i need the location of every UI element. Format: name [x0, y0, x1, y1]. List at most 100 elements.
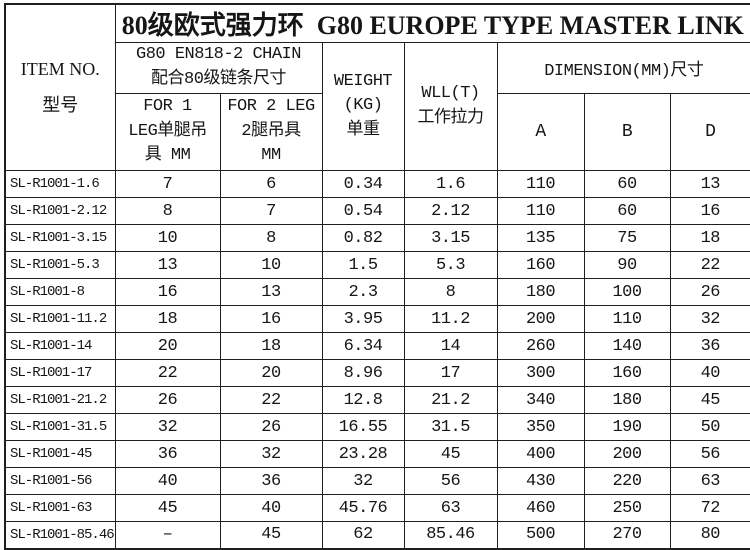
weight-header-cn: 单重 [346, 120, 381, 140]
value-cell: 32 [114, 413, 221, 441]
wll-header: WLL(T) 工作拉力 [403, 42, 498, 171]
wll-header-en: WLL(T) [421, 83, 480, 103]
value-cell: 22 [669, 251, 750, 279]
value-cell: 400 [496, 440, 585, 468]
value-cell: 56 [669, 440, 750, 468]
value-cell: 16 [669, 197, 750, 225]
item-no-cell: SL-R1001-17 [4, 359, 116, 387]
value-cell: 135 [496, 224, 585, 252]
value-cell: 1.5 [321, 251, 405, 279]
title-row: ITEM NO. 型号 80级欧式强力环 G80 EUROPE TYPE MAS… [4, 3, 750, 171]
for-2-leg-line2: 2腿吊具 [241, 121, 301, 141]
for-2-leg-line1: FOR 2 LEG [227, 97, 315, 117]
value-cell: 350 [496, 413, 585, 441]
value-cell: 190 [583, 413, 671, 441]
value-cell: 180 [583, 386, 671, 414]
item-no-cell: SL-R1001-85.46 [4, 521, 116, 549]
value-cell: 6.34 [321, 332, 405, 360]
value-cell: 8.96 [321, 359, 405, 387]
for-1-leg-line1: FOR 1 [143, 97, 192, 117]
value-cell: 63 [403, 494, 498, 522]
value-cell: 10 [219, 251, 323, 279]
value-cell: – [114, 521, 221, 549]
value-cell: 16.55 [321, 413, 405, 441]
value-cell: 7 [114, 170, 221, 198]
value-cell: 36 [219, 467, 323, 495]
table-row: SL-R1001-5.3 13 10 1.5 5.3 160 90 22 [4, 251, 750, 279]
value-cell: 36 [114, 440, 221, 468]
value-cell: 26 [114, 386, 221, 414]
dim-a-header: A [496, 93, 585, 171]
value-cell: 110 [496, 197, 585, 225]
value-cell: 220 [583, 467, 671, 495]
value-cell: 45.76 [321, 494, 405, 522]
dimension-group-header: DIMENSION(MM)尺寸 [496, 42, 750, 94]
value-cell: 45 [114, 494, 221, 522]
for-1-leg-line3: 具 MM [144, 146, 191, 166]
dim-d-header: D [669, 93, 750, 171]
for-2-leg-header: FOR 2 LEG 2腿吊具 MM [219, 93, 323, 171]
table-row: SL-R1001-21.2 26 22 12.8 21.2 340 180 45 [4, 386, 750, 414]
value-cell: 26 [219, 413, 323, 441]
value-cell: 16 [219, 305, 323, 333]
value-cell: 22 [114, 359, 221, 387]
value-cell: 110 [583, 305, 671, 333]
item-no-header-en: ITEM NO. [20, 58, 100, 79]
value-cell: 50 [669, 413, 750, 441]
item-no-cell: SL-R1001-45 [4, 440, 116, 468]
item-no-cell: SL-R1001-8 [4, 278, 116, 306]
item-no-cell: SL-R1001-3.15 [4, 224, 116, 252]
value-cell: 1.6 [403, 170, 498, 198]
item-no-cell: SL-R1001-5.3 [4, 251, 116, 279]
value-cell: 200 [496, 305, 585, 333]
value-cell: 45 [669, 386, 750, 414]
value-cell: 56 [403, 467, 498, 495]
item-no-cell: SL-R1001-63 [4, 494, 116, 522]
table-row: SL-R1001-1.6 7 6 0.34 1.6 110 60 13 [4, 170, 750, 198]
value-cell: 3.15 [403, 224, 498, 252]
table-row: SL-R1001-17 22 20 8.96 17 300 160 40 [4, 359, 750, 387]
value-cell: 31.5 [403, 413, 498, 441]
value-cell: 40 [114, 467, 221, 495]
value-cell: 40 [669, 359, 750, 387]
value-cell: 8 [403, 278, 498, 306]
value-cell: 500 [496, 521, 585, 549]
table-body: SL-R1001-1.6 7 6 0.34 1.6 110 60 13 SL-R1001-2.1… [4, 170, 750, 549]
value-cell: 8 [114, 197, 221, 225]
value-cell: 13 [114, 251, 221, 279]
value-cell: 20 [219, 359, 323, 387]
value-cell: 14 [403, 332, 498, 360]
table-row: SL-R1001-56 40 36 32 56 430 220 63 [4, 467, 750, 495]
header-sub-row: FOR 1 LEG单腿吊 具 MM FOR 2 LEG 2腿吊具 MM A B … [5, 93, 750, 171]
value-cell: 100 [583, 278, 671, 306]
value-cell: 250 [583, 494, 671, 522]
header-group-row: G80 EN818-2 CHAIN 配合80级链条尺寸 WEIGHT (KG) … [5, 42, 750, 171]
value-cell: 10 [114, 224, 221, 252]
for-2-leg-line3: MM [261, 146, 281, 166]
value-cell: 18 [219, 332, 323, 360]
value-cell: 0.34 [321, 170, 405, 198]
item-no-header-cn: 型号 [42, 94, 79, 115]
value-cell: 22 [219, 386, 323, 414]
item-no-cell: SL-R1001-14 [4, 332, 116, 360]
value-cell: 160 [583, 359, 671, 387]
value-cell: 200 [583, 440, 671, 468]
value-cell: 180 [496, 278, 585, 306]
weight-header-en: WEIGHT [333, 71, 393, 91]
for-1-leg-header: FOR 1 LEG单腿吊 具 MM [114, 93, 221, 171]
value-cell: 45 [403, 440, 498, 468]
value-cell: 60 [583, 197, 671, 225]
value-cell: 13 [219, 278, 323, 306]
value-cell: 430 [496, 467, 585, 495]
value-cell: 36 [669, 332, 750, 360]
value-cell: 5.3 [403, 251, 498, 279]
item-no-cell: SL-R1001-56 [4, 467, 116, 495]
wll-header-cn: 工作拉力 [417, 108, 485, 128]
value-cell: 40 [219, 494, 323, 522]
table-row: SL-R1001-14 20 18 6.34 14 260 140 36 [4, 332, 750, 360]
value-cell: 17 [403, 359, 498, 387]
table-row: SL-R1001-3.15 10 8 0.82 3.15 135 75 18 [4, 224, 750, 252]
spec-table: ITEM NO. 型号 80级欧式强力环 G80 EUROPE TYPE MAS… [4, 3, 750, 550]
item-no-header: ITEM NO. 型号 [4, 3, 116, 171]
